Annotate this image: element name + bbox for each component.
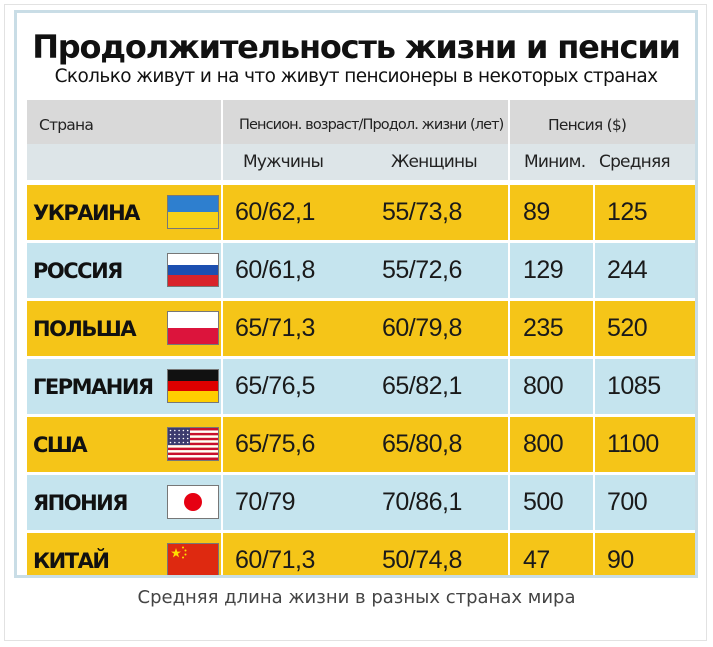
column-divider <box>508 301 510 356</box>
column-divider <box>508 417 510 472</box>
cell-women: 60/79,8 <box>382 314 462 342</box>
cell-men: 70/79 <box>235 488 296 516</box>
usa-flag <box>167 427 219 461</box>
column-divider <box>508 100 510 180</box>
country-name: ЯПОНИЯ <box>33 491 128 515</box>
cell-women: 65/80,8 <box>382 430 462 458</box>
country-name: ГЕРМАНИЯ <box>33 375 154 399</box>
column-divider <box>593 475 595 530</box>
column-divider <box>221 100 223 180</box>
column-divider <box>508 533 510 575</box>
header-country: Страна <box>39 116 94 134</box>
cell-min-pension: 800 <box>523 372 564 400</box>
table-row: ГЕРМАНИЯ 65/76,5 65/82,1 800 1085 <box>27 359 695 414</box>
table-row: ЯПОНИЯ 70/79 70/86,1 500 700 <box>27 475 695 530</box>
column-divider <box>221 301 223 356</box>
header-age-group: Пенсион. возраст/Продол. жизни (лет) <box>239 117 504 133</box>
chart-subtitle: Сколько живут и на что живут пенсионеры … <box>54 66 658 87</box>
infographic-table: Продолжительность жизни и пенсии Сколько… <box>14 10 698 578</box>
cell-men: 65/76,5 <box>235 372 315 400</box>
country-name: РОССИЯ <box>33 259 123 283</box>
poland-flag <box>167 311 219 345</box>
cell-min-pension: 89 <box>523 198 550 226</box>
column-divider <box>593 533 595 575</box>
ukraine-flag <box>167 195 219 229</box>
cell-min-pension: 129 <box>523 256 564 284</box>
header-row-1 <box>27 100 695 144</box>
cell-women: 50/74,8 <box>382 546 462 574</box>
column-divider <box>221 243 223 298</box>
cell-avg-pension: 700 <box>607 488 648 516</box>
cell-men: 65/75,6 <box>235 430 315 458</box>
header-pension-group: Пенсия ($) <box>548 116 627 134</box>
column-divider <box>593 301 595 356</box>
column-divider <box>593 359 595 414</box>
table-row: УКРАИНА 60/62,1 55/73,8 89 125 <box>27 185 695 240</box>
cell-women: 65/82,1 <box>382 372 462 400</box>
header-women: Женщины <box>391 152 478 172</box>
column-divider <box>221 359 223 414</box>
column-divider <box>221 417 223 472</box>
cell-men: 60/61,8 <box>235 256 315 284</box>
column-divider <box>508 359 510 414</box>
russia-flag <box>167 253 219 287</box>
japan-flag <box>167 485 219 519</box>
column-divider <box>508 243 510 298</box>
cell-avg-pension: 1100 <box>607 430 659 458</box>
cell-men: 65/71,3 <box>235 314 315 342</box>
cell-women: 55/73,8 <box>382 198 462 226</box>
cell-avg-pension: 520 <box>607 314 648 342</box>
header-avg: Средняя <box>599 152 671 172</box>
cell-women: 55/72,6 <box>382 256 462 284</box>
column-divider <box>593 243 595 298</box>
header-min: Миним. <box>524 152 586 172</box>
header-men: Мужчины <box>243 152 324 172</box>
china-flag <box>167 543 219 575</box>
column-divider <box>221 533 223 575</box>
country-name: США <box>33 433 88 457</box>
country-name: УКРАИНА <box>33 201 140 225</box>
cell-avg-pension: 125 <box>607 198 648 226</box>
cell-men: 60/71,3 <box>235 546 315 574</box>
header-row-2 <box>27 144 695 180</box>
germany-flag <box>167 369 219 403</box>
cell-min-pension: 47 <box>523 546 550 574</box>
column-divider <box>508 185 510 240</box>
table-row: КИТАЙ 60/71,3 50/74,8 47 90 <box>27 533 695 575</box>
chart-title: Продолжительность жизни и пенсии <box>32 28 681 66</box>
cell-men: 60/62,1 <box>235 198 315 226</box>
column-divider <box>593 185 595 240</box>
cell-min-pension: 235 <box>523 314 564 342</box>
cell-avg-pension: 90 <box>607 546 634 574</box>
figure-frame <box>4 4 707 641</box>
country-name: КИТАЙ <box>33 549 110 573</box>
table-row: США 65/75,6 65/80,8 800 1100 <box>27 417 695 472</box>
table-row: ПОЛЬША 65/71,3 60/79,8 235 520 <box>27 301 695 356</box>
column-divider <box>221 185 223 240</box>
table-row: РОССИЯ 60/61,8 55/72,6 129 244 <box>27 243 695 298</box>
cell-min-pension: 500 <box>523 488 564 516</box>
column-divider <box>221 475 223 530</box>
figure-caption: Средняя длина жизни в разных странах мир… <box>137 587 576 608</box>
country-name: ПОЛЬША <box>33 317 137 341</box>
cell-women: 70/86,1 <box>382 488 462 516</box>
cell-avg-pension: 1085 <box>607 372 661 400</box>
cell-avg-pension: 244 <box>607 256 648 284</box>
column-divider <box>508 475 510 530</box>
column-divider <box>593 417 595 472</box>
cell-min-pension: 800 <box>523 430 564 458</box>
